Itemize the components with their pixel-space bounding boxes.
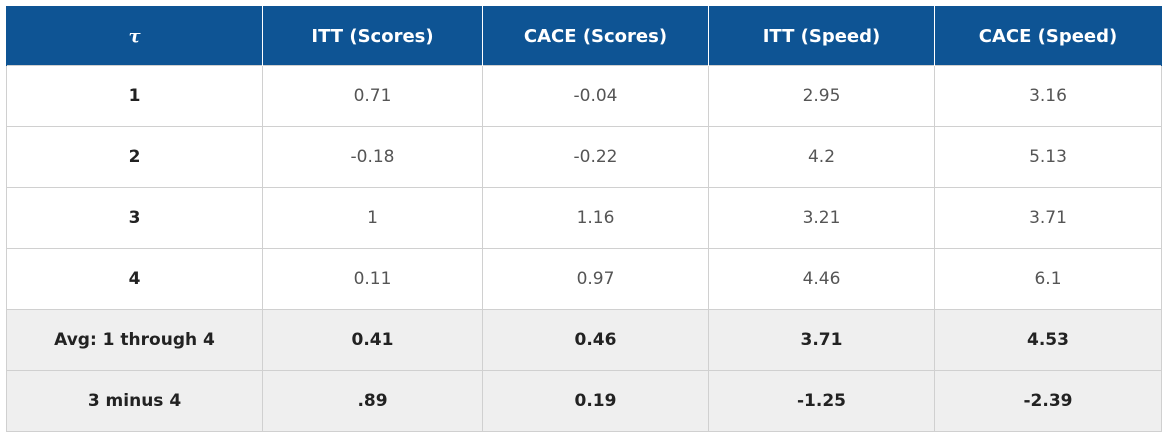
table-row: 2 -0.18 -0.22 4.2 5.13 [6, 126, 1162, 188]
table-row: 3 1 1.16 3.21 3.71 [6, 187, 1162, 249]
table-cell: 0.19 [482, 370, 709, 432]
results-table-container: τ ITT (Scores) CACE (Scores) ITT (Speed)… [6, 6, 1162, 432]
row-label: 4 [6, 248, 263, 310]
table-cell: -0.22 [482, 126, 709, 188]
table-cell: 0.46 [482, 309, 709, 371]
results-table: τ ITT (Scores) CACE (Scores) ITT (Speed)… [6, 6, 1162, 432]
table-cell: -0.04 [482, 65, 709, 127]
table-row: 1 0.71 -0.04 2.95 3.16 [6, 65, 1162, 127]
table-cell: 1 [262, 187, 483, 249]
table-cell: 4.53 [934, 309, 1162, 371]
row-label: 2 [6, 126, 263, 188]
table-cell: .89 [262, 370, 483, 432]
header-itt-speed: ITT (Speed) [708, 6, 935, 66]
table-cell: 3.71 [934, 187, 1162, 249]
table-cell: 0.71 [262, 65, 483, 127]
summary-row-average: Avg: 1 through 4 0.41 0.46 3.71 4.53 [6, 309, 1162, 371]
row-label: 3 minus 4 [6, 370, 263, 432]
table-cell: 4.2 [708, 126, 935, 188]
table-cell: 4.46 [708, 248, 935, 310]
table-cell: -0.18 [262, 126, 483, 188]
table-cell: 0.11 [262, 248, 483, 310]
row-label: 3 [6, 187, 263, 249]
table-cell: 0.41 [262, 309, 483, 371]
row-label: 1 [6, 65, 263, 127]
table-cell: 3.21 [708, 187, 935, 249]
table-cell: -1.25 [708, 370, 935, 432]
table-cell: 6.1 [934, 248, 1162, 310]
row-label: Avg: 1 through 4 [6, 309, 263, 371]
table-header-row: τ ITT (Scores) CACE (Scores) ITT (Speed)… [6, 6, 1162, 66]
table-cell: 0.97 [482, 248, 709, 310]
table-cell: 3.71 [708, 309, 935, 371]
header-cace-speed: CACE (Speed) [934, 6, 1162, 66]
table-cell: 1.16 [482, 187, 709, 249]
table-cell: 2.95 [708, 65, 935, 127]
table-cell: 3.16 [934, 65, 1162, 127]
table-cell: -2.39 [934, 370, 1162, 432]
table-row: 4 0.11 0.97 4.46 6.1 [6, 248, 1162, 310]
table-cell: 5.13 [934, 126, 1162, 188]
summary-row-difference: 3 minus 4 .89 0.19 -1.25 -2.39 [6, 370, 1162, 432]
header-tau: τ [6, 6, 263, 66]
header-cace-scores: CACE (Scores) [482, 6, 709, 66]
header-itt-scores: ITT (Scores) [262, 6, 483, 66]
